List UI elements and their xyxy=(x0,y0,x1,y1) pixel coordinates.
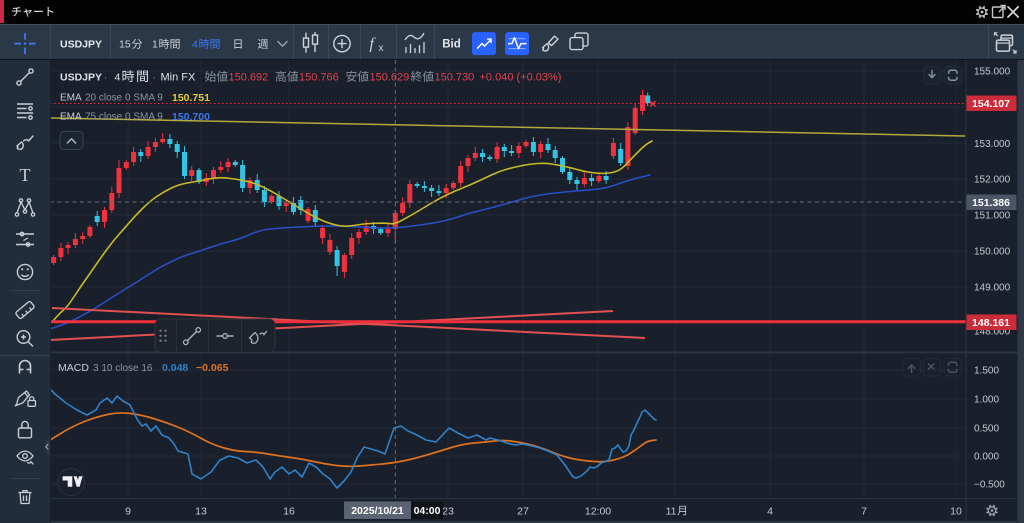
svg-text:13: 13 xyxy=(195,506,207,518)
svg-text:−0.065: −0.065 xyxy=(196,362,229,374)
svg-text:15: 15 xyxy=(119,39,131,51)
svg-text:152.000: 152.000 xyxy=(974,175,1011,186)
svg-text:154.107: 154.107 xyxy=(972,98,1010,110)
svg-text:4: 4 xyxy=(192,39,198,51)
svg-text:2025/10/21: 2025/10/21 xyxy=(351,505,404,517)
svg-text:T: T xyxy=(20,165,31,185)
svg-text:11: 11 xyxy=(666,506,677,518)
svg-text:150.692: 150.692 xyxy=(229,72,269,84)
svg-text:x: x xyxy=(379,43,384,54)
svg-text:150.751: 150.751 xyxy=(172,92,210,104)
svg-text:150.730: 150.730 xyxy=(435,72,475,84)
svg-text:Bid: Bid xyxy=(442,39,461,51)
svg-text:148.161: 148.161 xyxy=(972,317,1010,329)
svg-text:USDJPY: USDJPY xyxy=(60,39,102,51)
svg-text:EMA: EMA xyxy=(60,93,82,104)
svg-text:0.048: 0.048 xyxy=(162,362,188,374)
svg-text:150.629: 150.629 xyxy=(370,72,410,84)
svg-text:04:00: 04:00 xyxy=(414,505,441,517)
svg-text:·: · xyxy=(153,73,156,84)
svg-text:20 close 0 SMA 9: 20 close 0 SMA 9 xyxy=(85,93,163,104)
svg-text:155.000: 155.000 xyxy=(974,67,1011,78)
svg-text:148.000: 148.000 xyxy=(974,327,1011,338)
svg-text:7: 7 xyxy=(861,506,867,518)
svg-text:23: 23 xyxy=(442,506,454,518)
svg-text:·: · xyxy=(104,73,107,84)
svg-text:+0.040 (+0.03%): +0.040 (+0.03%) xyxy=(480,72,562,84)
svg-text:f: f xyxy=(370,36,377,53)
svg-text:4: 4 xyxy=(767,506,773,518)
svg-text:9: 9 xyxy=(125,506,131,518)
svg-text:0.500: 0.500 xyxy=(974,424,999,435)
svg-text:0.000: 0.000 xyxy=(974,452,999,463)
svg-text:151.000: 151.000 xyxy=(974,211,1011,222)
svg-text:12:00: 12:00 xyxy=(585,506,611,518)
svg-text:MACD: MACD xyxy=(58,362,89,374)
svg-text:150.700: 150.700 xyxy=(172,111,210,123)
svg-text:10: 10 xyxy=(950,506,962,518)
svg-text:150.000: 150.000 xyxy=(974,247,1011,258)
svg-text:75 close 0 SMA 9: 75 close 0 SMA 9 xyxy=(85,112,163,123)
svg-text:153.000: 153.000 xyxy=(974,139,1011,150)
svg-text:Min FX: Min FX xyxy=(161,72,197,84)
svg-text:27: 27 xyxy=(517,506,529,518)
svg-text:150.766: 150.766 xyxy=(299,72,339,84)
svg-text:151.386: 151.386 xyxy=(972,197,1010,209)
svg-text:3 10 close 16: 3 10 close 16 xyxy=(93,363,153,374)
svg-text:−0.500: −0.500 xyxy=(974,480,1005,491)
svg-text:149.000: 149.000 xyxy=(974,283,1011,294)
svg-text:USDJPY: USDJPY xyxy=(60,72,102,84)
svg-text:4: 4 xyxy=(115,72,121,84)
svg-text:16: 16 xyxy=(283,506,295,518)
svg-text:EMA: EMA xyxy=(60,112,82,123)
svg-text:1.000: 1.000 xyxy=(974,395,999,406)
svg-text:1.500: 1.500 xyxy=(974,366,999,377)
svg-text:1: 1 xyxy=(152,39,158,51)
